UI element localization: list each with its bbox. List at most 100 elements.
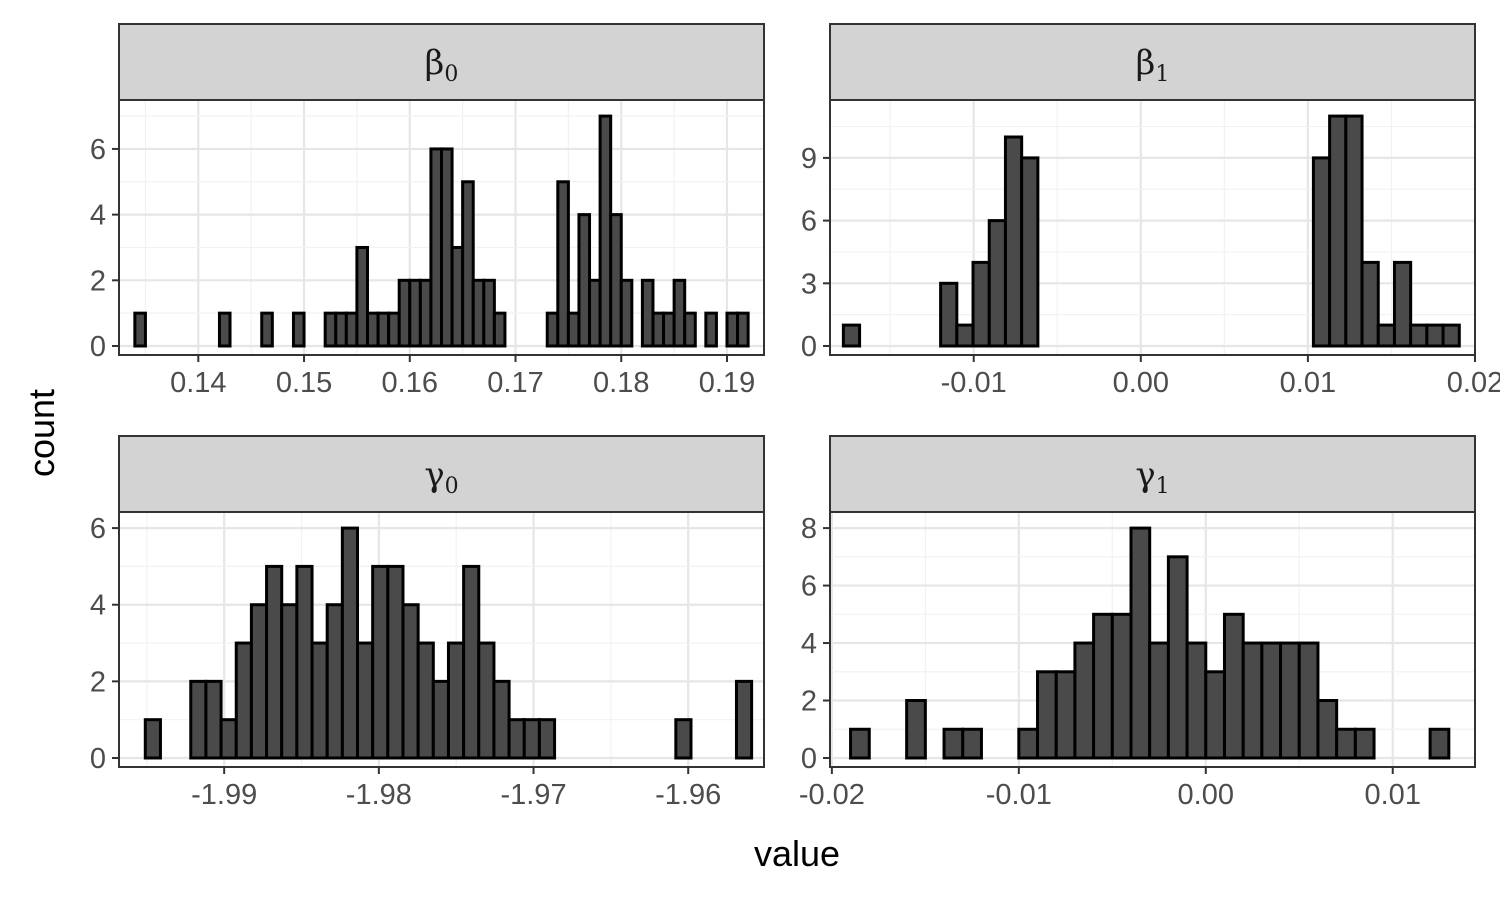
histogram-bar <box>387 311 401 348</box>
histogram-bar <box>939 281 959 348</box>
histogram-bar <box>440 147 454 348</box>
x-axis-title: value <box>754 833 840 874</box>
x-tick-label: 0.01 <box>1280 367 1336 399</box>
x-tick-label: -0.01 <box>941 367 1007 399</box>
strip-subscript: 1 <box>1155 62 1169 87</box>
panel-border <box>118 511 765 768</box>
histogram-bar <box>280 603 299 760</box>
y-tick-label: 6 <box>801 206 817 238</box>
histogram-bar <box>1260 641 1283 760</box>
facet-panel-gamma_1: γ1 0 2 4 6 8 -0.02 -0.01 0.00 0.01 <box>799 435 1476 811</box>
strip-background <box>118 23 765 101</box>
histogram-bar <box>1335 727 1357 760</box>
histogram-bar <box>371 564 390 760</box>
histogram-bar <box>492 679 511 760</box>
strip-background <box>829 435 1476 513</box>
histogram-bar <box>736 311 750 348</box>
histogram-bar <box>217 311 232 348</box>
histogram-bar <box>133 311 147 348</box>
histogram-bar <box>219 718 238 760</box>
histogram-bar <box>598 114 613 348</box>
histogram-bar <box>1222 612 1245 760</box>
strip-label: β0 <box>425 43 459 87</box>
strip-background <box>829 23 1476 101</box>
histogram-bar <box>971 260 991 348</box>
histogram-bar <box>1073 641 1096 760</box>
histogram-bar <box>401 603 420 760</box>
histogram-bar <box>577 213 592 348</box>
y-tick-label: 0 <box>90 743 106 775</box>
histogram-bar <box>1185 641 1208 760</box>
histogram-bar <box>1297 641 1320 760</box>
histogram-bar <box>672 278 687 348</box>
histogram-bar <box>704 311 718 348</box>
histogram-bar <box>1353 727 1376 760</box>
histogram-bar <box>640 278 655 348</box>
histogram-bar <box>662 311 676 348</box>
x-tick-label: -1.99 <box>191 779 257 811</box>
histogram-bar <box>588 278 602 348</box>
histogram-bar <box>477 641 496 760</box>
y-tick-label: 4 <box>90 590 106 622</box>
histogram-bar <box>609 213 623 348</box>
strip-symbol: γ <box>1135 455 1155 495</box>
x-tick-label: 0.02 <box>1447 367 1500 399</box>
x-tick-label: 0.01 <box>1365 779 1421 811</box>
histogram-bar <box>418 278 433 348</box>
x-tick-label: 0.18 <box>593 367 649 399</box>
histogram-bar <box>537 718 557 760</box>
y-tick-label: 0 <box>801 743 817 775</box>
histogram-bar <box>1376 323 1396 348</box>
y-tick-label: 6 <box>90 134 106 166</box>
y-tick-label: 2 <box>90 666 106 698</box>
histogram-bar <box>325 603 344 760</box>
histogram-bar <box>234 641 253 760</box>
histogram-bar <box>265 564 284 760</box>
histogram-bar <box>683 311 697 348</box>
strip-label: β1 <box>1136 43 1170 87</box>
histogram-bar <box>482 278 496 348</box>
x-tick-label: 0.15 <box>276 367 332 399</box>
histogram-bar <box>429 147 444 348</box>
panel-border <box>829 99 1476 356</box>
histogram-bar <box>1017 727 1040 760</box>
histogram-bar <box>1020 156 1040 348</box>
histogram-bar <box>416 641 435 760</box>
strip-subscript: 0 <box>444 62 458 87</box>
histogram-bar <box>323 311 338 348</box>
strip-label: γ1 <box>1135 455 1169 499</box>
histogram-bar <box>674 718 693 760</box>
strip-subscript: 1 <box>1156 474 1170 499</box>
strip-background <box>118 435 765 513</box>
strip-symbol: β <box>1136 43 1156 83</box>
y-tick-label: 6 <box>801 571 817 603</box>
histogram-bar <box>1316 699 1339 760</box>
histogram-bar <box>619 278 634 348</box>
x-tick-label: 0.00 <box>1178 779 1234 811</box>
histogram-bar <box>462 564 481 760</box>
y-tick-label: 0 <box>801 331 817 363</box>
histogram-bar <box>446 641 466 760</box>
x-tick-label: -0.01 <box>986 779 1052 811</box>
histogram-bar <box>1166 555 1189 760</box>
histogram-bar <box>849 727 871 760</box>
y-tick-label: 2 <box>90 265 106 297</box>
strip-symbol: β <box>425 43 445 83</box>
histogram-bar <box>461 180 475 348</box>
histogram-bar <box>955 323 975 348</box>
y-axis-title: count <box>21 389 62 477</box>
histogram-bar <box>1110 612 1133 760</box>
x-tick-label: 0.16 <box>382 367 438 399</box>
histogram-bar <box>310 641 329 760</box>
histogram-bar <box>189 679 208 760</box>
histogram-bar <box>1360 260 1380 348</box>
y-tick-label: 4 <box>801 628 817 660</box>
histogram-bar <box>734 679 754 760</box>
histogram-bar <box>334 311 348 348</box>
x-tick-label: -1.97 <box>500 779 566 811</box>
histogram-bar <box>340 526 360 760</box>
histogram-bar <box>1279 641 1301 760</box>
